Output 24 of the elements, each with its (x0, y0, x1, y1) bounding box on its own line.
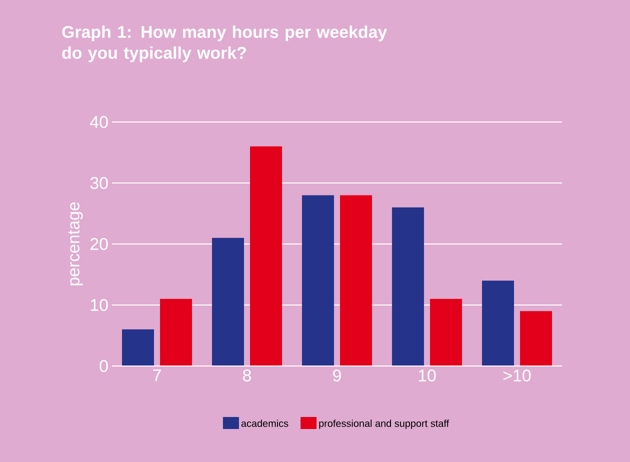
bar (122, 329, 154, 366)
x-tick-label: 7 (153, 370, 161, 382)
y-tick-label: 10 (90, 298, 108, 311)
bar (340, 195, 372, 366)
chart-title: Graph 1: How many hours per weekday do you typically work? (62, 26, 388, 62)
x-tick-label: >10 (503, 370, 531, 382)
bar (302, 195, 334, 366)
x-tick-label: 9 (333, 370, 341, 382)
bar (392, 207, 424, 366)
x-tick-label: 8 (243, 370, 251, 382)
y-tick-label: 0 (100, 360, 108, 372)
bar (160, 298, 192, 366)
x-tick-label: 10 (418, 370, 436, 382)
y-tick-label: 40 (90, 116, 108, 128)
bar (212, 238, 244, 366)
legend-label: academics (241, 420, 288, 427)
y-tick-label: 30 (90, 176, 108, 189)
bar (482, 280, 514, 366)
bar (250, 146, 282, 366)
legend-label: professional and support staff (319, 420, 450, 429)
bar (520, 311, 552, 366)
y-axis-title: percentage (68, 202, 83, 286)
y-tick-label: 20 (90, 238, 108, 250)
bar (430, 298, 462, 366)
